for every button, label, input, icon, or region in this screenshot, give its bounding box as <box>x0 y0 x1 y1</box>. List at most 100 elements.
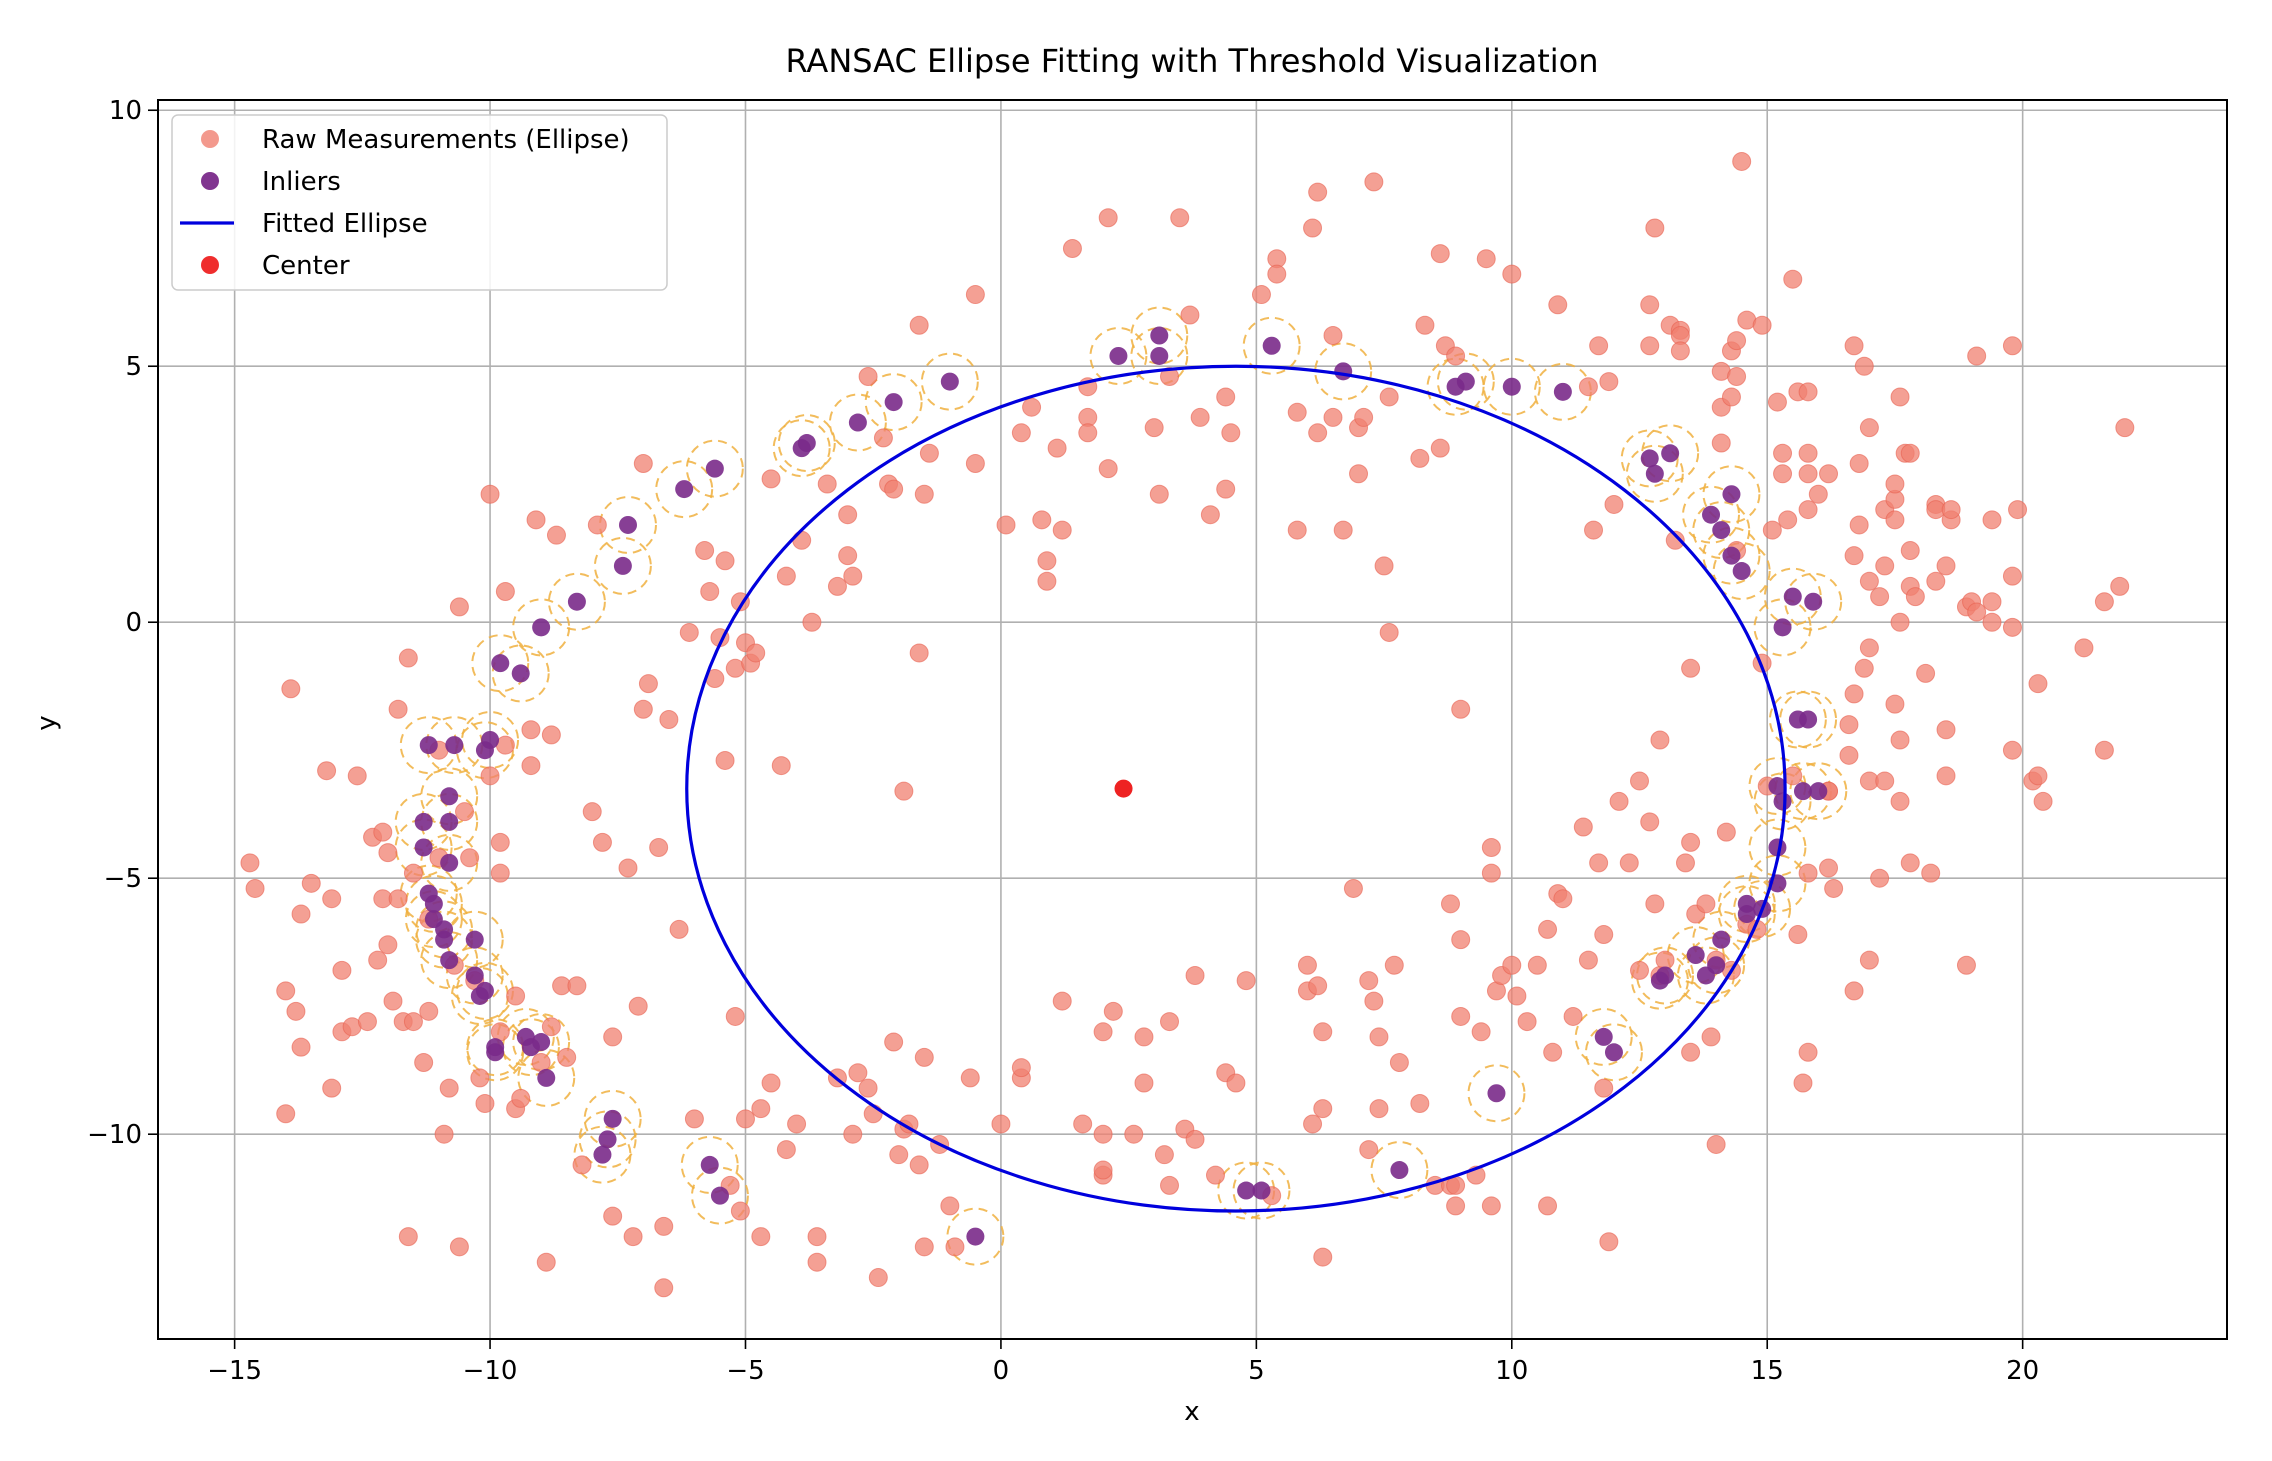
raw-point <box>1875 771 1895 791</box>
inlier-point <box>613 556 632 575</box>
raw-point <box>434 1124 454 1144</box>
raw-point <box>1323 407 1343 427</box>
raw-point <box>1594 1078 1614 1098</box>
inlier-point <box>414 838 433 857</box>
raw-point <box>1313 1247 1333 1267</box>
raw-point <box>1645 218 1665 238</box>
raw-point <box>838 546 858 566</box>
raw-point <box>1967 346 1987 366</box>
raw-point <box>419 1001 439 1021</box>
raw-point <box>1854 658 1874 678</box>
raw-point <box>1379 387 1399 407</box>
raw-point <box>1538 919 1558 939</box>
raw-point <box>1507 986 1527 1006</box>
threshold-circle <box>1784 572 1843 631</box>
raw-point <box>2002 566 2022 586</box>
threshold-circle <box>777 414 836 473</box>
raw-point <box>1481 837 1501 857</box>
raw-point <box>802 612 822 632</box>
raw-point <box>1415 315 1435 335</box>
inlier-point <box>486 1043 505 1062</box>
raw-point <box>1844 981 1864 1001</box>
raw-point <box>1446 346 1466 366</box>
raw-point <box>439 1078 459 1098</box>
raw-point <box>383 991 403 1011</box>
raw-point <box>1808 484 1828 504</box>
raw-point <box>1481 863 1501 883</box>
raw-point <box>1527 955 1547 975</box>
raw-point <box>1619 853 1639 873</box>
raw-point <box>1287 402 1307 422</box>
threshold-circle <box>1089 326 1148 385</box>
raw-point <box>1778 510 1798 530</box>
raw-point <box>1727 331 1747 351</box>
raw-point <box>1103 1001 1123 1021</box>
inlier-point <box>884 393 903 412</box>
raw-point <box>1604 494 1624 514</box>
raw-point <box>1313 1099 1333 1119</box>
raw-point <box>1936 766 1956 786</box>
raw-point <box>751 1099 771 1119</box>
raw-point <box>1374 556 1394 576</box>
raw-point <box>1982 612 2002 632</box>
raw-point <box>1885 694 1905 714</box>
raw-point <box>1885 510 1905 530</box>
threshold-circle <box>445 910 504 969</box>
raw-point <box>735 1109 755 1129</box>
threshold-circle <box>512 598 571 657</box>
raw-point <box>1675 853 1695 873</box>
threshold-circle <box>1630 951 1689 1010</box>
y-tick-label: 10 <box>109 96 142 126</box>
raw-point <box>1665 530 1685 550</box>
inlier-point <box>618 515 637 534</box>
raw-point <box>889 1145 909 1165</box>
raw-point <box>1900 443 1920 463</box>
raw-point <box>827 576 847 596</box>
raw-point <box>679 622 699 642</box>
raw-point <box>1078 423 1098 443</box>
raw-point <box>914 484 934 504</box>
raw-point <box>1384 955 1404 975</box>
threshold-circle <box>1314 342 1373 401</box>
raw-point <box>1011 423 1031 443</box>
raw-point <box>490 832 510 852</box>
threshold-circle <box>496 1007 555 1066</box>
raw-point <box>1849 515 1869 535</box>
y-tick-label: −10 <box>87 1120 142 1150</box>
raw-point <box>378 843 398 863</box>
threshold-circle <box>491 644 550 703</box>
raw-point <box>1716 822 1736 842</box>
raw-point <box>567 976 587 996</box>
legend-label: Center <box>262 251 350 281</box>
raw-point <box>475 1093 495 1113</box>
raw-point <box>1379 622 1399 642</box>
raw-point <box>751 1227 771 1247</box>
inlier-point <box>1594 1027 1613 1046</box>
inlier-point <box>1686 946 1705 965</box>
raw-point <box>2033 791 2053 811</box>
legend-marker-swatch <box>201 256 219 274</box>
threshold-circle <box>1687 936 1746 995</box>
raw-point <box>1200 505 1220 525</box>
threshold-circle <box>1232 1161 1291 1220</box>
raw-point <box>858 1078 878 1098</box>
raw-point <box>286 1001 306 1021</box>
raw-point <box>1609 791 1629 811</box>
inlier-point <box>475 981 494 1000</box>
raw-point <box>628 996 648 1016</box>
inlier-point <box>1773 792 1792 811</box>
raw-point <box>1205 1165 1225 1185</box>
threshold-circle <box>461 710 520 769</box>
raw-point <box>633 699 653 719</box>
raw-point <box>1073 1114 1093 1134</box>
raw-point <box>490 863 510 883</box>
raw-point <box>2028 674 2048 694</box>
raw-point <box>322 889 342 909</box>
inlier-point <box>1656 966 1675 985</box>
raw-point <box>761 1073 781 1093</box>
threshold-circle <box>655 460 714 519</box>
inlier-point <box>532 1033 551 1052</box>
raw-point <box>1798 863 1818 883</box>
raw-point <box>480 766 500 786</box>
raw-point <box>1824 878 1844 898</box>
